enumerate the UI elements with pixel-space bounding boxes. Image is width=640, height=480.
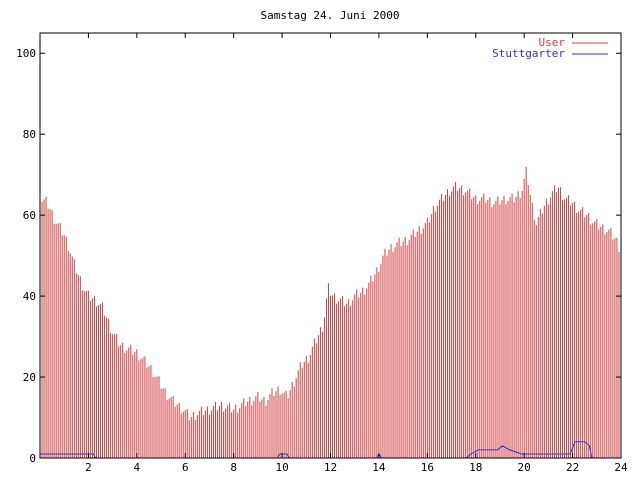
x-tick-label: 8	[230, 461, 237, 474]
y-tick-label: 20	[23, 371, 36, 384]
y-tick-label: 40	[23, 290, 36, 303]
stuttgarter-series-line	[40, 441, 621, 459]
legend-label-stuttgarter: Stuttgarter	[492, 47, 565, 60]
x-tick-label: 22	[566, 461, 579, 474]
x-tick-label: 18	[469, 461, 482, 474]
x-tick-label: 14	[372, 461, 386, 474]
user-series-bars	[39, 166, 622, 458]
x-tick-label: 4	[134, 461, 141, 474]
y-tick-label: 80	[23, 128, 36, 141]
x-axis: 2 4 6 8 10 12 14 16 18 20 22 24	[85, 33, 628, 474]
y-tick-label: 60	[23, 209, 36, 222]
x-tick-label: 2	[85, 461, 92, 474]
legend-label-user: User	[539, 36, 566, 49]
x-tick-label: 12	[324, 461, 337, 474]
y-axis: 0 20 40 60 80 100	[16, 47, 621, 465]
x-tick-label: 6	[182, 461, 189, 474]
x-tick-label: 20	[518, 461, 531, 474]
x-tick-label: 10	[275, 461, 288, 474]
y-tick-label: 0	[29, 452, 36, 465]
legend: User Stuttgarter	[492, 36, 608, 60]
stuttgarter-line	[40, 441, 621, 459]
x-tick-label: 16	[421, 461, 434, 474]
chart-title: Samstag 24. Juni 2000	[260, 9, 399, 22]
x-tick-label: 24	[614, 461, 628, 474]
y-tick-label: 100	[16, 47, 36, 60]
